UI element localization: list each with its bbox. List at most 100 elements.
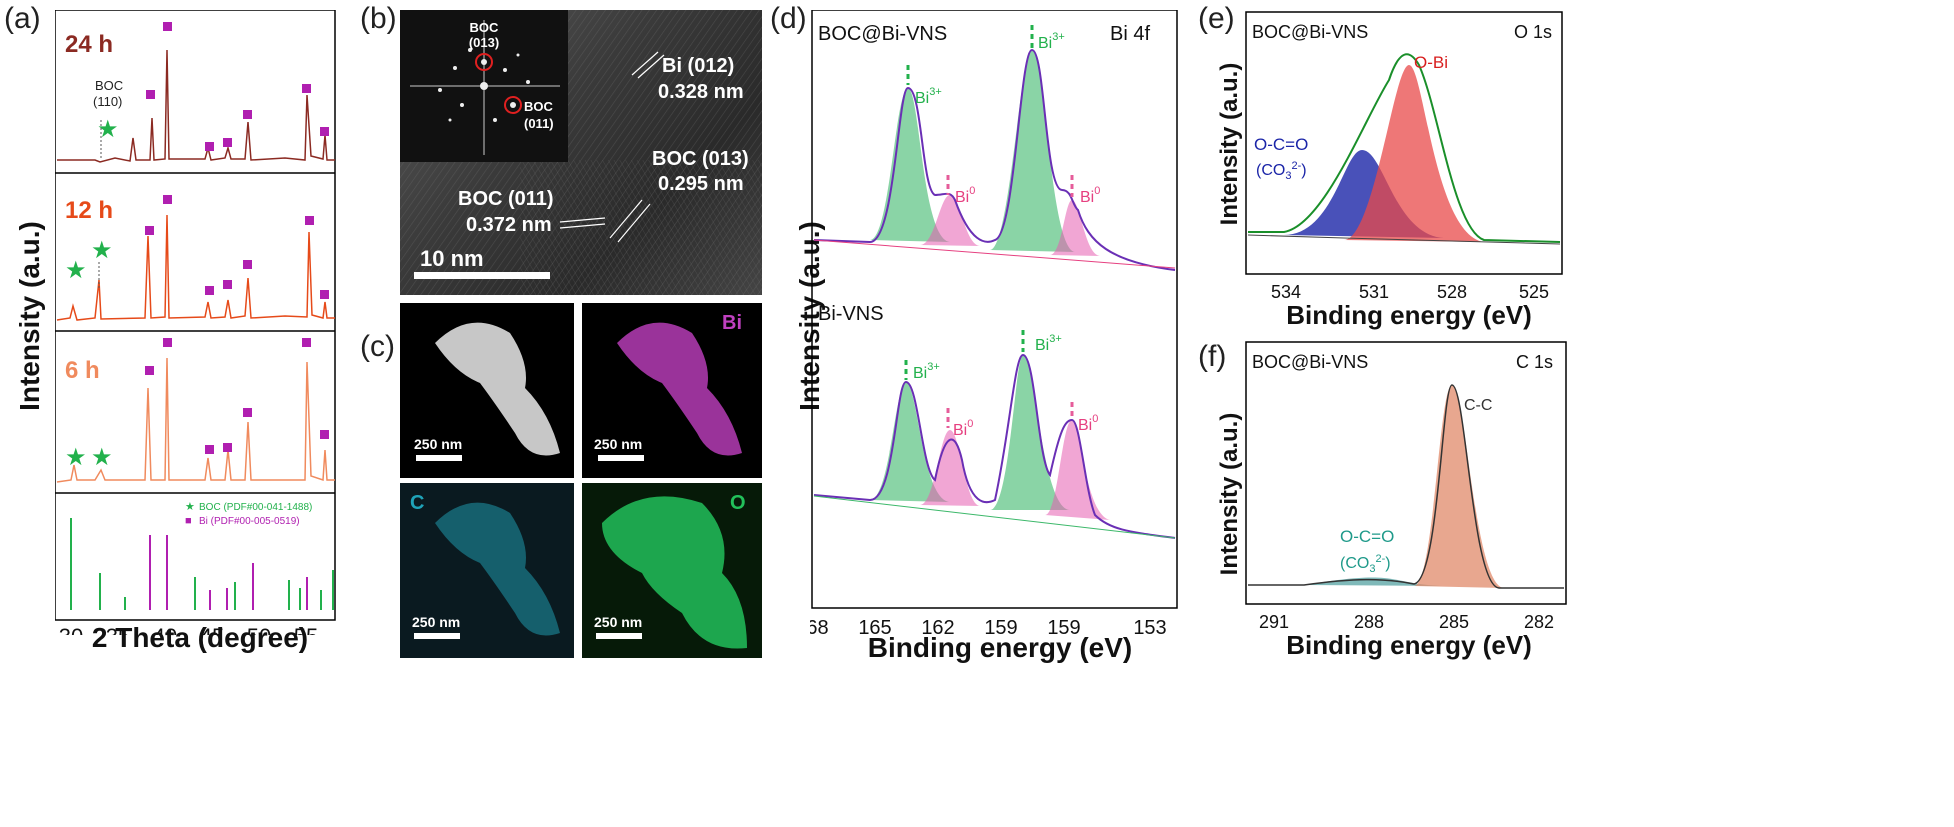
boc-011-spacing: 0.372 nm [466, 214, 552, 236]
panel-label-a: (a) [4, 2, 41, 35]
svg-text:285: 285 [1439, 612, 1469, 630]
panel-e-xlabel: Binding energy (eV) [1286, 300, 1532, 330]
svg-text:45: 45 [200, 624, 224, 635]
svg-text:250 nm: 250 nm [412, 614, 460, 630]
xrd-trace-6h [56, 357, 335, 483]
panel-d-xlabel: Binding energy (eV) [867, 632, 1133, 663]
panel-a-plot: ★ ★★ ★ ★ 24 h 12 h 6 h BOC (110) ★ BOC (P… [55, 10, 336, 635]
svg-text:★: ★ [91, 444, 113, 471]
o-c-o-label: O-C=O [1254, 135, 1308, 154]
o-map-tile: O 250 nm [582, 483, 762, 658]
panel-e-ylabel: Intensity (a.u.) [1216, 62, 1243, 226]
svg-text:★: ★ [65, 257, 87, 284]
svg-text:Bi0: Bi0 [953, 418, 973, 439]
label-12h: 12 h [65, 197, 113, 224]
boc-110-hkl: (110) [93, 94, 122, 109]
reference-sticks [70, 518, 334, 610]
panel-a-xlabel: 2 Theta (degree) [91, 622, 309, 653]
panel-f-sample: BOC@Bi-VNS [1252, 352, 1368, 372]
boc-011-label: BOC (011) [458, 188, 554, 210]
c-c-label: C-C [1464, 397, 1492, 414]
legend-boc-text: BOC (PDF#00-041-1488) [199, 502, 312, 513]
panel-label-b: (b) [360, 2, 397, 35]
o-c-o-f-label: O-C=O [1340, 527, 1394, 546]
svg-text:250 nm: 250 nm [594, 614, 642, 630]
boc-markers: ★ ★★ ★ ★ [65, 116, 119, 471]
panel-label-f: (f) [1198, 340, 1227, 373]
svg-text:55: 55 [294, 624, 318, 635]
fft-label-013: BOC [470, 20, 500, 35]
co3-label: (CO32-) [1256, 160, 1307, 182]
svg-text:O: O [730, 492, 746, 514]
panel-a-xticks: 30 35 40 45 50 55 [59, 624, 318, 635]
svg-text:250 nm: 250 nm [594, 436, 642, 452]
xrd-trace-24h [57, 49, 335, 163]
svg-text:282: 282 [1524, 612, 1554, 630]
panel-f-plot: BOC@Bi-VNS C 1s C-C O-C=O (CO32-) 291 28… [1245, 341, 1567, 630]
bi-012-spacing: 0.328 nm [658, 81, 744, 103]
panel-e-xticks: 534 531 528 525 [1271, 282, 1549, 300]
hrtem-scalebar-label: 10 nm [420, 246, 484, 271]
panel-a-ylabel: Intensity (a.u.) [14, 221, 45, 411]
panel-e-plot: BOC@Bi-VNS O 1s O-Bi O-C=O (CO32-) 534 5… [1245, 11, 1563, 300]
svg-text:Bi3+: Bi3+ [915, 86, 942, 107]
bi-markers [145, 22, 329, 454]
svg-text:Bi0: Bi0 [955, 185, 975, 206]
svg-text:159: 159 [1047, 617, 1080, 635]
bi-map-tile: Bi 250 nm [582, 303, 762, 478]
svg-text:153: 153 [1133, 617, 1166, 635]
svg-text:Bi0: Bi0 [1078, 413, 1098, 434]
boc-110-label: BOC [95, 78, 123, 93]
c-map-tile: C 250 nm [400, 483, 574, 658]
svg-text:288: 288 [1354, 612, 1384, 630]
panel-d-plot: BOC@Bi-VNS Bi 4f Bi-VNS Bi3+ Bi3+ Bi3+ B… [810, 10, 1178, 635]
legend-boc-marker: ★ [185, 501, 195, 513]
svg-text:★: ★ [91, 237, 113, 264]
panel-d-top-sample: BOC@Bi-VNS [818, 23, 947, 45]
xrd-trace-12h [56, 214, 335, 321]
panel-label-d: (d) [770, 2, 807, 35]
hrtem-image: BOC (013) BOC (011) Bi (012) 0.328 nm BO… [400, 10, 762, 295]
panel-label-e: (e) [1198, 2, 1235, 35]
svg-text:40: 40 [153, 624, 177, 635]
svg-text:Bi: Bi [722, 312, 742, 334]
bi-012-label: Bi (012) [662, 55, 734, 77]
svg-text:30: 30 [59, 624, 83, 635]
svg-text:165: 165 [858, 617, 891, 635]
label-24h: 24 h [65, 31, 113, 58]
boc-013-spacing: 0.295 nm [658, 173, 744, 195]
o-bi-label: O-Bi [1414, 53, 1448, 72]
legend-bi-text: Bi (PDF#00-005-0519) [199, 516, 300, 527]
svg-text:525: 525 [1519, 282, 1549, 300]
panel-f-xticks: 291 288 285 282 [1259, 612, 1554, 630]
label-6h: 6 h [65, 357, 100, 384]
panel-d-region: Bi 4f [1110, 23, 1150, 45]
svg-text:528: 528 [1437, 282, 1467, 300]
panel-d-xticks: 168 165 162 159 159 153 [810, 617, 1167, 635]
svg-text:★: ★ [97, 116, 119, 143]
svg-text:159: 159 [984, 617, 1017, 635]
fft-label-011: BOC [524, 99, 554, 114]
co3-f-label: (CO32-) [1340, 553, 1391, 575]
svg-text:C: C [410, 492, 424, 514]
svg-text:250 nm: 250 nm [414, 436, 462, 452]
haadf-tile: 250 nm [400, 303, 574, 478]
panel-d-bottom-sample: Bi-VNS [818, 303, 884, 325]
panel-e-region: O 1s [1514, 22, 1552, 42]
svg-text:534: 534 [1271, 282, 1301, 300]
svg-text:★: ★ [65, 444, 87, 471]
svg-text:Bi0: Bi0 [1080, 185, 1100, 206]
panel-e-sample: BOC@Bi-VNS [1252, 22, 1368, 42]
svg-text:168: 168 [810, 617, 829, 635]
svg-text:35: 35 [106, 624, 130, 635]
panel-f-region: C 1s [1516, 352, 1553, 372]
svg-text:162: 162 [921, 617, 954, 635]
panel-f-xlabel: Binding energy (eV) [1286, 630, 1532, 660]
svg-text:Bi3+: Bi3+ [1038, 31, 1065, 52]
fft-hkl-011: (011) [524, 116, 554, 131]
panel-label-c: (c) [360, 330, 395, 363]
legend-bi-marker: ■ [185, 515, 192, 527]
panel-f-ylabel: Intensity (a.u.) [1216, 412, 1243, 576]
svg-text:Bi3+: Bi3+ [913, 361, 940, 382]
svg-text:531: 531 [1359, 282, 1389, 300]
